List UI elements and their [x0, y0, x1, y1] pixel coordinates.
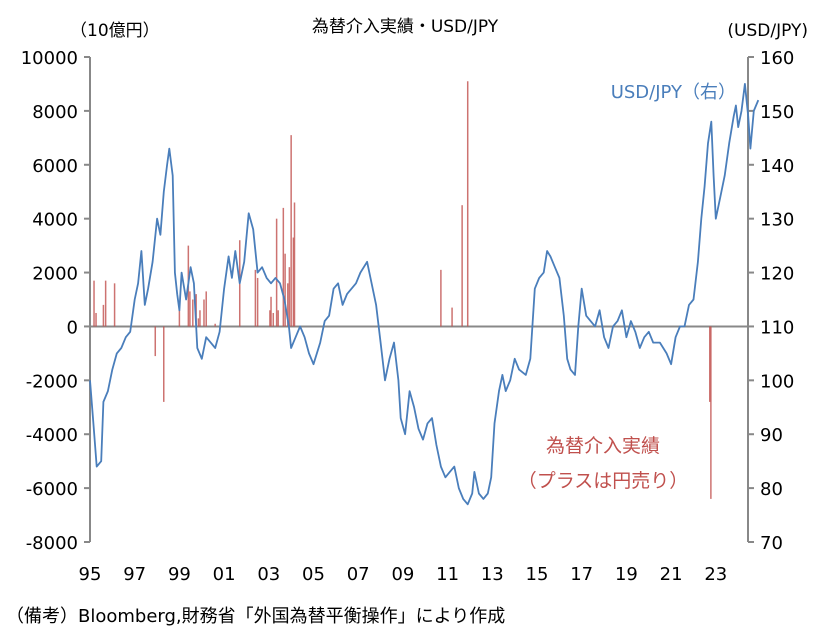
- intervention-bar: [293, 202, 296, 327]
- x-tick-label: 03: [257, 564, 280, 585]
- right-tick-label: 120: [760, 264, 794, 285]
- left-axis-unit: （10億円）: [70, 21, 160, 41]
- intervention-bar: [93, 280, 95, 327]
- x-tick-label: 15: [526, 564, 549, 585]
- intervention-bar: [199, 310, 201, 327]
- intervention-bar: [254, 269, 257, 327]
- intervention-bar: [214, 323, 216, 327]
- intervention-bar: [277, 310, 279, 327]
- intervention-bar: [287, 283, 289, 327]
- x-tick-label: 09: [391, 564, 414, 585]
- intervention-bar: [203, 299, 205, 327]
- left-tick-label: -8000: [26, 533, 78, 554]
- intervention-bar: [709, 326, 711, 402]
- intervention-bar: [466, 81, 469, 327]
- intervention-bar: [256, 277, 259, 327]
- right-tick-label: 150: [760, 102, 794, 123]
- intervention-bar: [113, 283, 116, 327]
- left-tick-label: -2000: [26, 371, 78, 392]
- x-tick-label: 97: [123, 564, 146, 585]
- intervention-bar: [461, 205, 463, 327]
- intervention-bar: [192, 299, 194, 327]
- left-tick-label: 4000: [32, 210, 78, 231]
- left-tick-label: 0: [67, 317, 78, 338]
- x-tick-label: 01: [213, 564, 236, 585]
- intervention-bar: [154, 326, 157, 357]
- intervention-bar: [102, 304, 105, 327]
- right-tick-label: 130: [760, 210, 794, 231]
- intervention-bar: [284, 253, 286, 327]
- x-tick-label: 95: [79, 564, 102, 585]
- line-series-label: USD/JPY（右）: [611, 82, 736, 103]
- chart-title: 為替介入実績・USD/JPY: [312, 17, 499, 37]
- right-tick-label: 80: [760, 479, 783, 500]
- intervention-bar: [292, 237, 295, 327]
- intervention-bar: [288, 267, 291, 327]
- x-tick-label: 19: [615, 564, 638, 585]
- left-tick-label: -4000: [26, 425, 78, 446]
- intervention-bar: [451, 307, 453, 327]
- right-tick-label: 90: [760, 425, 783, 446]
- x-tick-label: 07: [347, 564, 370, 585]
- x-tick-label: 17: [570, 564, 593, 585]
- usdjpy-line: [89, 83, 760, 506]
- intervention-bar: [710, 326, 712, 499]
- x-tick-label: 21: [660, 564, 683, 585]
- source-note: （備考）Bloomberg,財務省「外国為替平衡操作」により作成: [6, 606, 505, 627]
- intervention-bar: [272, 312, 275, 327]
- left-tick-label: 10000: [21, 48, 78, 69]
- x-tick-label: 11: [436, 564, 459, 585]
- right-tick-label: 100: [760, 371, 794, 392]
- intervention-bar: [95, 312, 97, 327]
- intervention-bar: [104, 280, 107, 327]
- intervention-bar: [178, 310, 181, 327]
- right-tick-label: 110: [760, 317, 794, 338]
- bar-series-note: （プラスは円売り）: [518, 470, 689, 492]
- intervention-bar: [163, 326, 165, 402]
- x-tick-label: 13: [481, 564, 504, 585]
- right-tick-label: 160: [760, 48, 794, 69]
- x-tick-label: 99: [168, 564, 191, 585]
- right-tick-label: 70: [760, 533, 783, 554]
- intervention-bar: [440, 269, 442, 327]
- left-tick-label: 8000: [32, 102, 78, 123]
- right-tick-label: 140: [760, 156, 794, 177]
- intervention-bar: [290, 135, 292, 327]
- intervention-bar: [270, 296, 272, 327]
- intervention-bar: [269, 310, 271, 327]
- left-tick-label: 2000: [32, 264, 78, 285]
- intervention-bar: [205, 291, 207, 327]
- x-tick-label: 23: [704, 564, 727, 585]
- intervention-bar: [189, 291, 191, 327]
- left-tick-label: -6000: [26, 479, 78, 500]
- intervention-bar: [197, 318, 200, 327]
- intervention-bar: [275, 218, 278, 327]
- left-tick-label: 6000: [32, 156, 78, 177]
- bar-series-label: 為替介入実績: [546, 435, 660, 457]
- intervention-bar: [282, 207, 285, 327]
- right-axis-unit: (USD/JPY): [727, 21, 808, 41]
- x-tick-label: 05: [302, 564, 325, 585]
